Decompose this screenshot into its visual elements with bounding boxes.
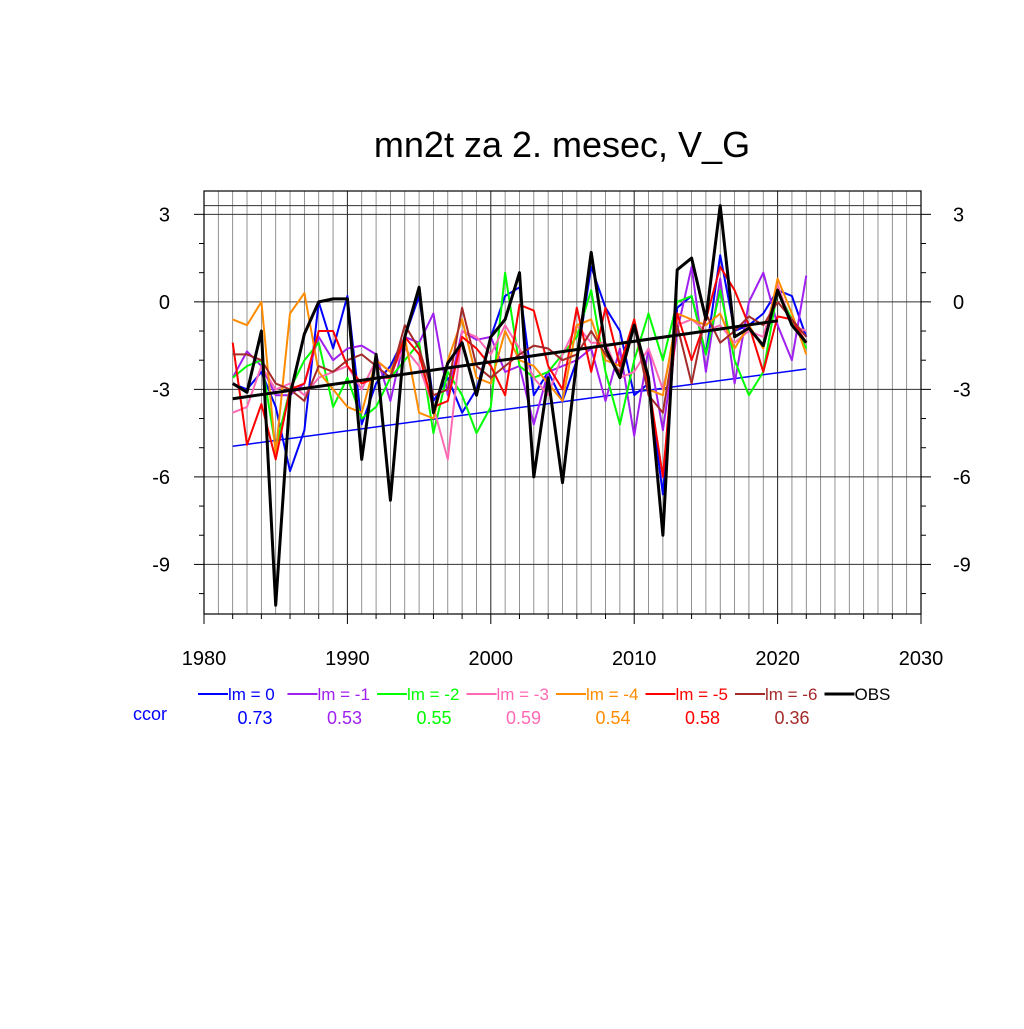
y-tick-label: 3 <box>953 204 964 226</box>
trend-line <box>232 368 807 448</box>
legend-label: lm = -2 <box>407 685 459 704</box>
axes-layer: 3 3 0 0 -3 -3 -6 -6 -9 -9 1980 1990 2000 2010 2020 2030 <box>152 204 971 670</box>
series-line <box>231 265 808 478</box>
y-tick-label: -6 <box>953 467 971 489</box>
x-tick-label: 2010 <box>612 648 657 670</box>
series-line <box>232 300 808 414</box>
y-tick-label: -3 <box>152 379 170 401</box>
legend-label: lm = -6 <box>765 685 817 704</box>
y-tick-label: -9 <box>152 554 170 576</box>
legend-label: OBS <box>855 685 891 704</box>
y-tick-label: 0 <box>159 292 170 314</box>
legend-label: lm = 0 <box>228 685 275 704</box>
legend-label: lm = -5 <box>676 685 728 704</box>
y-tick-label: -9 <box>953 554 971 576</box>
legend-label: lm = -3 <box>497 685 549 704</box>
legend-label: lm = -4 <box>586 685 638 704</box>
series-line <box>231 204 808 607</box>
series-layer <box>231 204 808 607</box>
ccor-value: 0.53 <box>327 708 362 728</box>
ccor-value: 0.73 <box>237 708 272 728</box>
x-tick-label: 2030 <box>899 648 944 670</box>
ccor-value: 0.36 <box>774 708 809 728</box>
ccor-value: 0.59 <box>506 708 541 728</box>
legend-label: lm = -1 <box>318 685 370 704</box>
legend: ccor lm = 0 0.73 lm = -1 0.53 lm = -2 0.55 lm … <box>133 685 890 728</box>
y-tick-label: -6 <box>152 467 170 489</box>
plot-frame <box>203 190 922 615</box>
chart-title: mn2t za 2. mesec, V_G <box>374 124 750 165</box>
x-tick-label: 1980 <box>182 648 227 670</box>
ccor-value: 0.55 <box>416 708 451 728</box>
x-tick-label: 1990 <box>325 648 370 670</box>
ccor-value: 0.58 <box>685 708 720 728</box>
y-tick-label: 3 <box>159 204 170 226</box>
trend-line <box>232 319 778 401</box>
x-tick-label: 2020 <box>755 648 800 670</box>
ccor-label: ccor <box>133 704 167 724</box>
y-tick-label: 0 <box>953 292 964 314</box>
x-tick-label: 2000 <box>469 648 514 670</box>
ccor-value: 0.54 <box>595 708 630 728</box>
grid-layer <box>204 191 921 614</box>
y-tick-label: -3 <box>953 379 971 401</box>
